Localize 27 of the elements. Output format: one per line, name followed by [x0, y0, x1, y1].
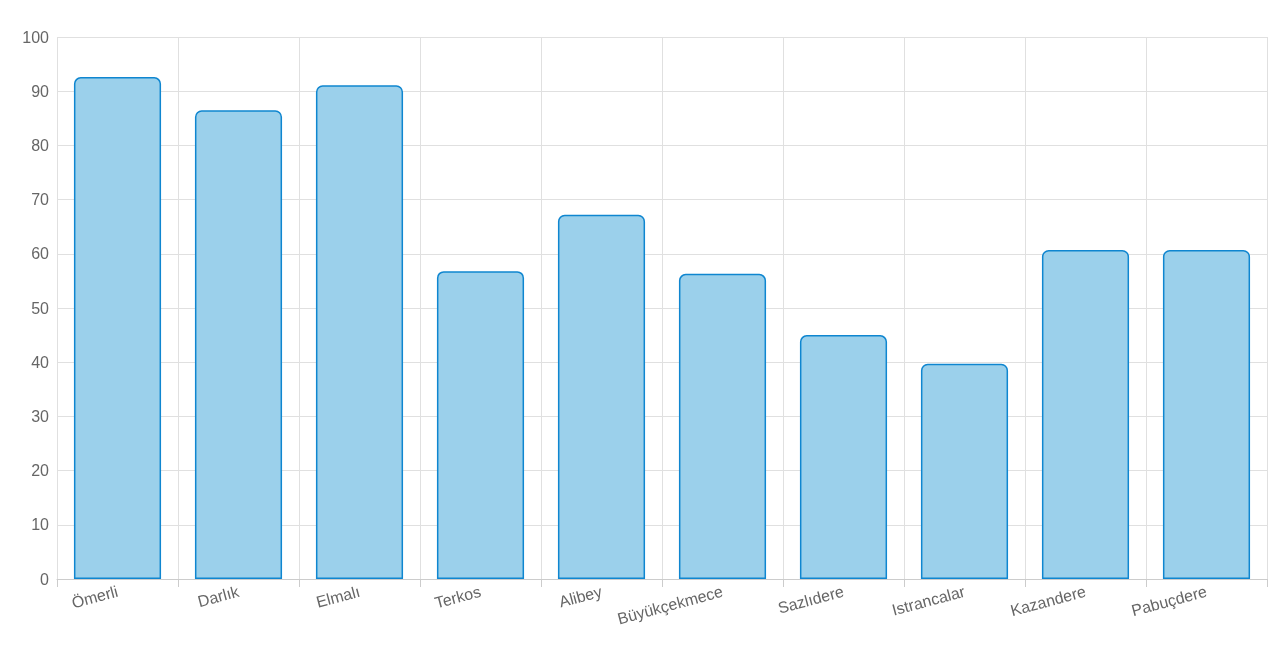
y-tick-label: 50	[31, 299, 50, 317]
y-tick-label: 60	[31, 245, 50, 263]
y-tick-label: 40	[31, 353, 50, 371]
bar	[436, 271, 525, 579]
bar	[315, 85, 404, 579]
bar	[799, 335, 888, 579]
x-tick-label: Terkos	[432, 582, 483, 612]
bar	[1041, 250, 1130, 579]
y-tick-label: 30	[31, 407, 50, 425]
y-tick-label: 0	[40, 570, 50, 588]
y-tick-label: 80	[31, 136, 50, 154]
bar	[73, 77, 162, 579]
x-tick-label: Alibey	[557, 582, 604, 611]
bar	[194, 110, 283, 579]
x-tick-label: Ömerli	[69, 582, 120, 612]
x-tick-label: Elmalı	[314, 582, 362, 611]
y-tick-label: 20	[31, 462, 50, 480]
y-tick-label: 90	[31, 82, 50, 100]
y-tick-label: 100	[22, 28, 50, 46]
x-tick-label: Darlık	[195, 582, 242, 611]
bar	[1162, 250, 1251, 579]
y-tick-label: 70	[31, 191, 50, 209]
bar	[557, 214, 646, 579]
x-tick-label: Sazlıdere	[776, 582, 846, 617]
bar	[920, 363, 1009, 579]
y-tick-label: 10	[31, 516, 50, 534]
bar	[678, 273, 767, 579]
